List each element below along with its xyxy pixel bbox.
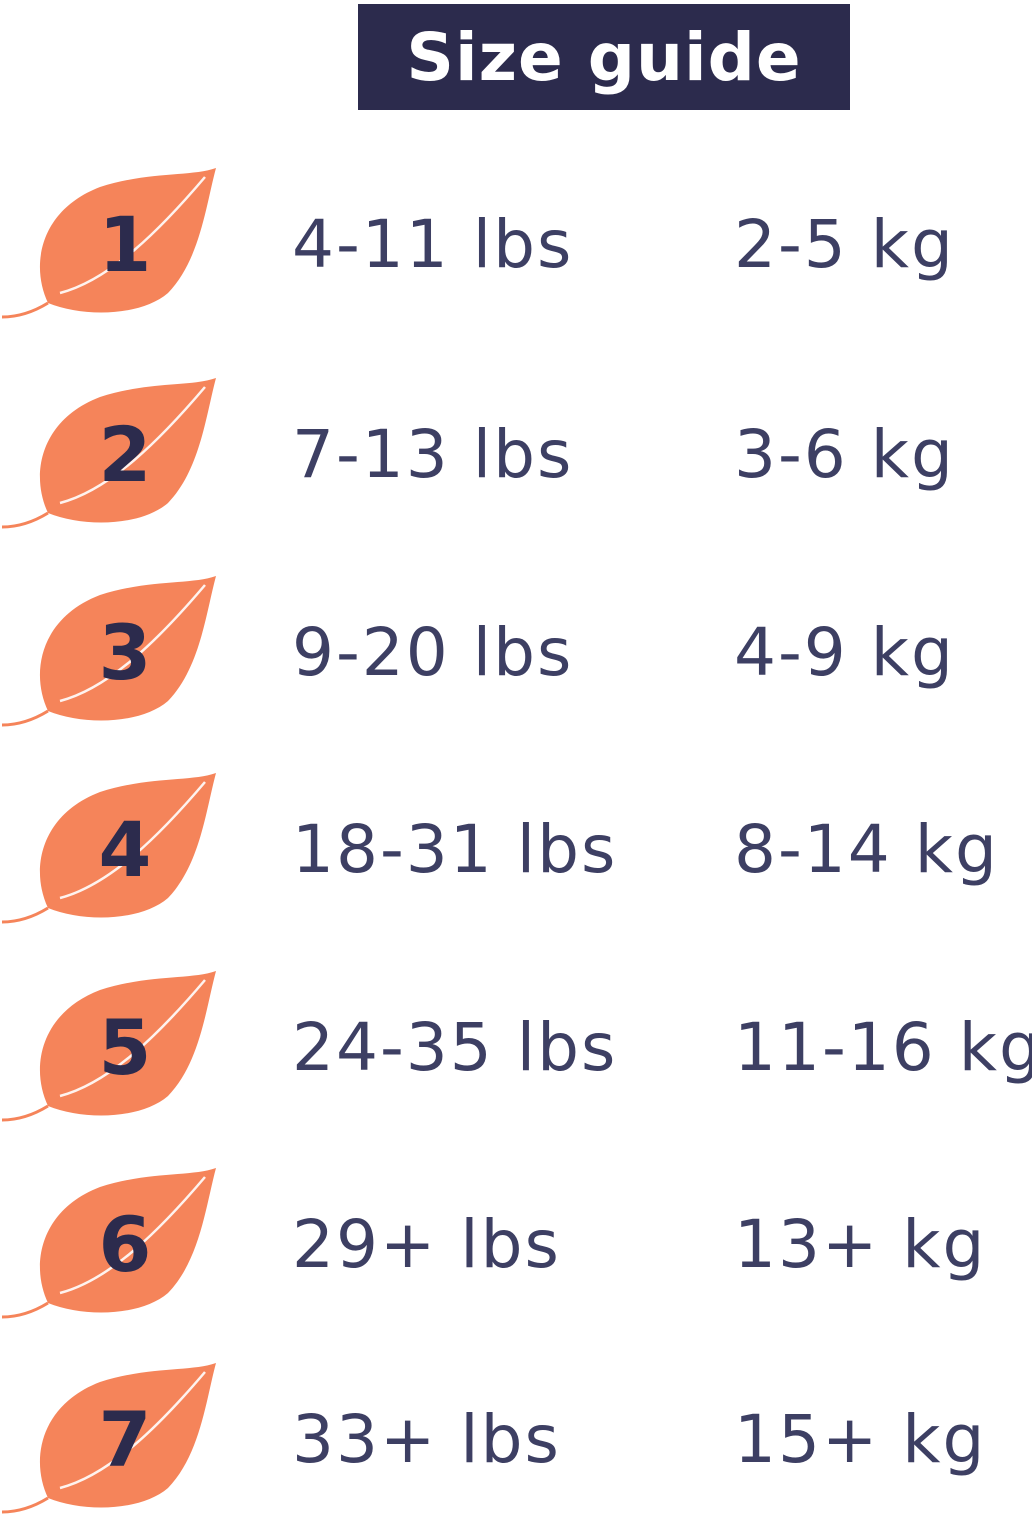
- size-number: 2: [98, 410, 152, 499]
- leaf-icon: [1, 773, 216, 924]
- leaf-icon: [1, 971, 216, 1122]
- leaf-icon: [1, 1168, 216, 1319]
- leaf-icon: [1, 168, 216, 319]
- size-row: 5 24-35 lbs 11-16 kg: [0, 968, 1032, 1128]
- size-number: 1: [98, 200, 152, 289]
- size-number: 3: [98, 608, 152, 697]
- leaf-icon: [1, 378, 216, 529]
- size-row: 7 33+ lbs 15+ kg: [0, 1360, 1032, 1520]
- weight-kg: 8-14 kg: [734, 811, 999, 888]
- weight-lbs: 33+ lbs: [292, 1401, 561, 1478]
- size-row: 6 29+ lbs 13+ kg: [0, 1165, 1032, 1325]
- size-row: 3 9-20 lbs 4-9 kg: [0, 573, 1032, 733]
- weight-kg: 13+ kg: [734, 1206, 987, 1283]
- weight-kg: 11-16 kg: [734, 1009, 1032, 1086]
- weight-lbs: 18-31 lbs: [292, 811, 618, 888]
- weight-lbs: 24-35 lbs: [292, 1009, 618, 1086]
- size-number: 4: [98, 805, 152, 894]
- size-row: 4 18-31 lbs 8-14 kg: [0, 770, 1032, 930]
- weight-kg: 4-9 kg: [734, 614, 955, 691]
- weight-lbs: 29+ lbs: [292, 1206, 561, 1283]
- page-title: Size guide: [358, 4, 850, 110]
- weight-kg: 2-5 kg: [734, 206, 955, 283]
- leaf-icon: [1, 576, 216, 727]
- size-number: 5: [98, 1003, 152, 1092]
- size-number: 7: [98, 1395, 152, 1484]
- weight-lbs: 9-20 lbs: [292, 614, 574, 691]
- weight-kg: 15+ kg: [734, 1401, 987, 1478]
- weight-lbs: 7-13 lbs: [292, 416, 574, 493]
- size-number: 6: [98, 1200, 152, 1289]
- weight-kg: 3-6 kg: [734, 416, 955, 493]
- size-row: 2 7-13 lbs 3-6 kg: [0, 375, 1032, 535]
- size-row: 1 4-11 lbs 2-5 kg: [0, 165, 1032, 325]
- weight-lbs: 4-11 lbs: [292, 206, 574, 283]
